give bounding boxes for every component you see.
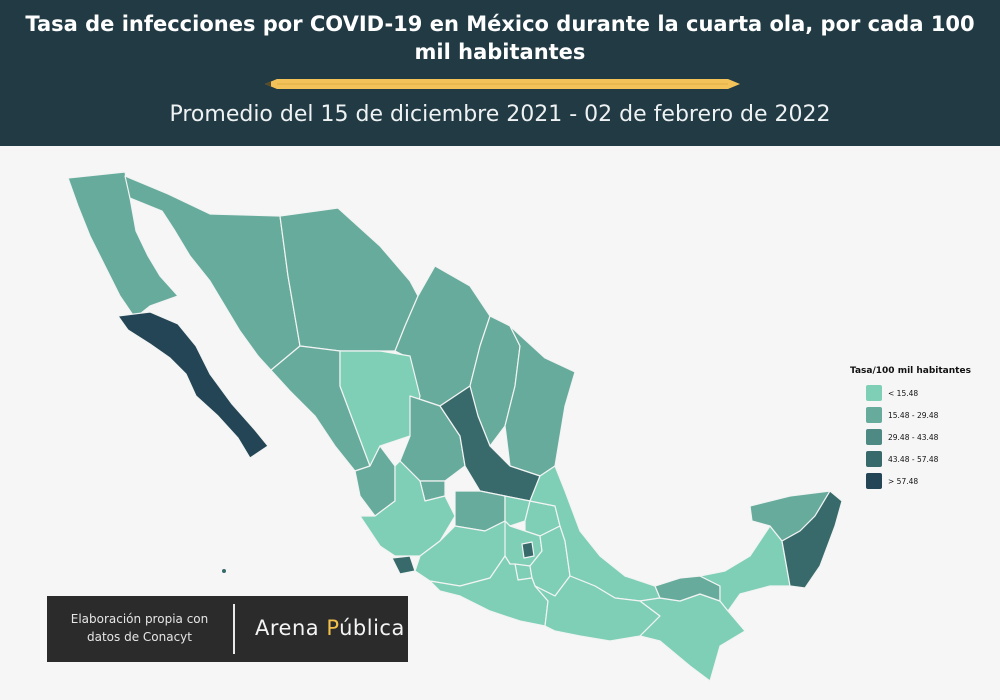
state-cdmx[interactable] — [521, 541, 535, 559]
legend-swatch — [866, 385, 882, 401]
state-queretaro[interactable] — [504, 495, 531, 527]
state-durango[interactable] — [339, 350, 421, 467]
brand-text-b: ública — [339, 616, 405, 640]
legend-title: Tasa/100 mil habitantes — [850, 366, 971, 376]
legend-swatch — [866, 451, 882, 467]
legend-swatch — [866, 429, 882, 445]
state-baja-california-sur[interactable] — [117, 311, 269, 459]
brand-text-accent: P — [326, 616, 340, 640]
map-title: Tasa de infecciones por COVID-19 en Méxi… — [25, 12, 975, 64]
state-baja-california[interactable] — [67, 171, 179, 319]
state-chihuahua[interactable] — [279, 207, 419, 352]
legend-item: 43.48 - 57.48 — [850, 448, 980, 470]
legend-label: 43.48 - 57.48 — [888, 454, 939, 464]
state-quintana-roo[interactable] — [781, 490, 843, 589]
brand-text-a: Arena — [255, 616, 327, 640]
island-marker — [222, 569, 226, 573]
legend-swatch — [866, 473, 882, 489]
legend-item: 29.48 - 43.48 — [850, 426, 980, 448]
legend-swatch — [866, 407, 882, 423]
legend-label: 15.48 - 29.48 — [888, 410, 939, 420]
legend-label: 29.48 - 43.48 — [888, 432, 939, 442]
legend-item: 15.48 - 29.48 — [850, 404, 980, 426]
brand-logo[interactable]: Arena Pública — [255, 616, 405, 640]
mexico-choropleth-map — [67, 171, 843, 682]
state-guerrero[interactable] — [429, 555, 549, 627]
state-colima[interactable] — [391, 555, 416, 575]
header-banner: Tasa de infecciones por COVID-19 en Méxi… — [0, 0, 1000, 146]
credit-divider — [233, 604, 235, 654]
credit-text: Elaboración propia con datos de Conacyt — [70, 612, 209, 644]
legend-label: < 15.48 — [888, 388, 919, 398]
state-campeche[interactable] — [699, 525, 791, 612]
state-jalisco[interactable] — [359, 460, 456, 557]
legend-item: < 15.48 — [850, 382, 980, 404]
map-legend: Tasa/100 mil habitantes < 15.48 15.48 - … — [850, 366, 980, 492]
pencil-divider-icon — [265, 79, 740, 89]
state-sonora[interactable] — [124, 175, 301, 372]
map-subtitle: Promedio del 15 de diciembre 2021 - 02 d… — [169, 102, 831, 127]
legend-label: > 57.48 — [888, 476, 919, 486]
credit-box: Elaboración propia con datos de Conacyt … — [47, 596, 408, 662]
legend-item: > 57.48 — [850, 470, 980, 492]
